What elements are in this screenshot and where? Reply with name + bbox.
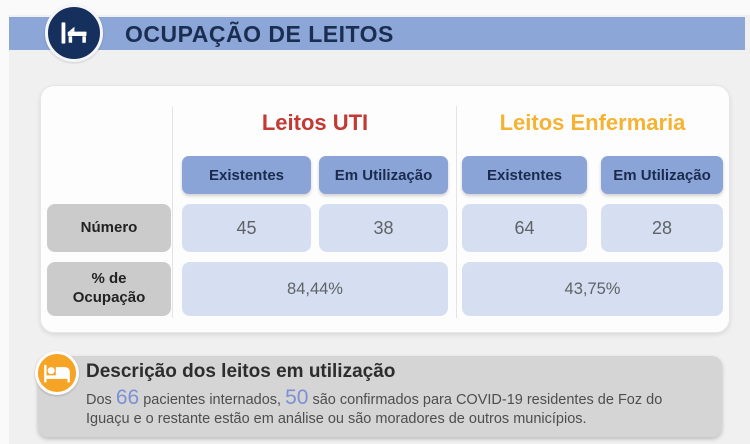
row-label-ocupacao: % de Ocupação: [47, 262, 171, 316]
description-title: Descrição dos leitos em utilização: [86, 361, 396, 382]
value-uti-em-utilizacao: 38: [319, 204, 448, 252]
value-enfermaria-ocupacao: 43,75%: [462, 262, 723, 316]
page-top-margin: [0, 0, 750, 15]
description-text-part3: são confirmados para COVID-19 residentes…: [86, 392, 663, 427]
group-title-enfermaria: Leitos Enfermaria: [499, 110, 686, 135]
confirmed-covid-value: 50: [285, 386, 309, 409]
header-bed-badge: [45, 4, 103, 62]
patients-total-value: 66: [115, 386, 140, 409]
divider-uti-enfermaria: [456, 106, 457, 318]
column-header-enfermaria-em-utilizacao: Em Utilização: [601, 156, 723, 194]
row-label-numero: Número: [47, 204, 171, 252]
group-title-uti: Leitos UTI: [261, 110, 369, 135]
column-header-enfermaria-existentes: Existentes: [462, 156, 587, 194]
description-text-part2: pacientes internados,: [139, 392, 286, 408]
description-bed-badge: [35, 351, 79, 395]
header-bar: [9, 17, 745, 50]
description-text-part1: Dos: [86, 392, 116, 408]
value-enfermaria-existentes: 64: [462, 204, 587, 252]
value-uti-ocupacao: 84,44%: [182, 262, 448, 316]
patient-bed-icon: [44, 364, 70, 383]
value-uti-existentes: 45: [182, 204, 311, 252]
beds-table: Leitos UTI Leitos Enfermaria Existentes …: [41, 86, 729, 332]
description-box: Descrição dos leitos em utilização Dos 6…: [38, 356, 722, 437]
bed-icon: [61, 22, 87, 44]
page-title: OCUPAÇÃO DE LEITOS: [125, 21, 394, 47]
beds-table-card: Leitos UTI Leitos Enfermaria Existentes …: [40, 85, 730, 333]
description-text: Dos 66 pacientes internados, 50 são conf…: [86, 386, 702, 429]
column-header-uti-em-utilizacao: Em Utilização: [319, 156, 448, 194]
divider-labels-uti: [172, 106, 173, 318]
column-header-uti-existentes: Existentes: [182, 156, 311, 194]
value-enfermaria-em-utilizacao: 28: [601, 204, 723, 252]
page-left-margin: [0, 0, 9, 444]
